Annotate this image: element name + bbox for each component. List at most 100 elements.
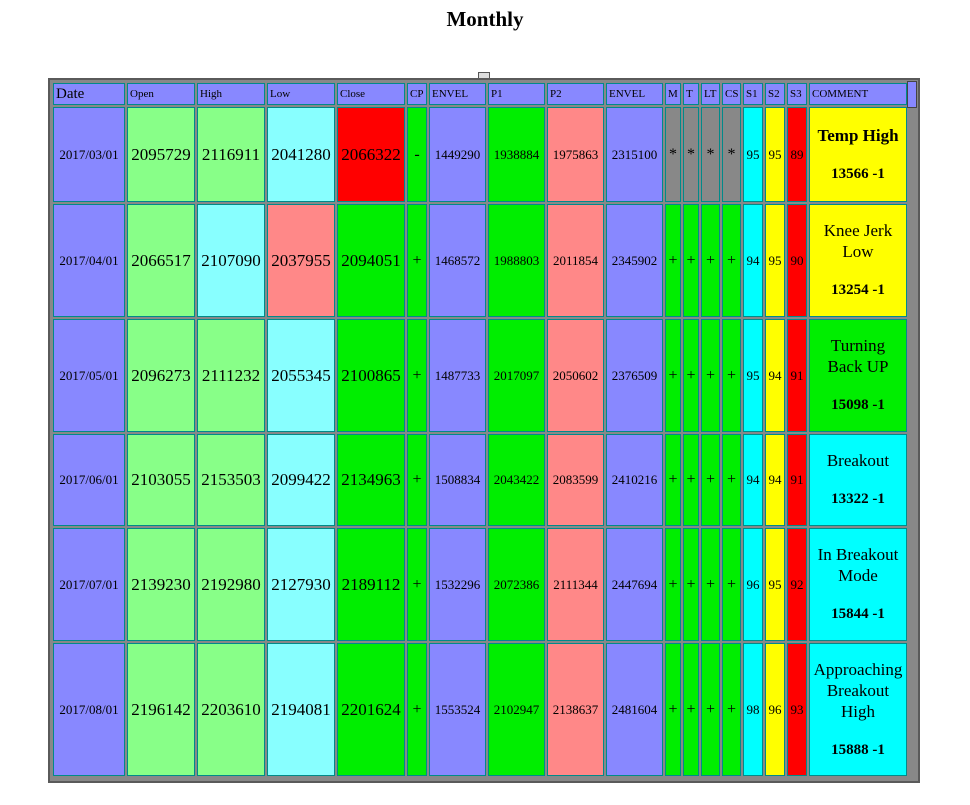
- cell-p2: 2111344: [547, 528, 604, 641]
- col-header-high[interactable]: High: [197, 83, 265, 105]
- cell-s2: 95: [765, 107, 785, 202]
- cell-s1: 96: [743, 528, 763, 641]
- cell-m: +: [665, 319, 681, 432]
- cell-p1: 1938884: [488, 107, 545, 202]
- comment-price: 15844 -1: [831, 606, 885, 622]
- table-row: 2017/08/01 2196142 2203610 2194081 2201624 +1…: [53, 643, 907, 776]
- cell-date: 2017/07/01: [53, 528, 125, 641]
- col-header-s3[interactable]: S3: [787, 83, 807, 105]
- col-header-close[interactable]: Close: [337, 83, 405, 105]
- cell-cs: +: [722, 643, 741, 776]
- cell-s1: 95: [743, 319, 763, 432]
- table-row: 2017/07/01 2139230 2192980 2127930 2189112 +1…: [53, 528, 907, 641]
- cell-close: 2066322: [337, 107, 405, 202]
- cell-s2: 95: [765, 204, 785, 317]
- cell-low: 2055345: [267, 319, 335, 432]
- cell-p1: 2102947: [488, 643, 545, 776]
- cell-date: 2017/04/01: [53, 204, 125, 317]
- cell-open: 2096273: [127, 319, 195, 432]
- col-header-m[interactable]: M: [665, 83, 681, 105]
- cell-open: 2095729: [127, 107, 195, 202]
- cell-envel-2: 2410216: [606, 434, 663, 526]
- cell-t: +: [683, 528, 699, 641]
- monthly-table-container: Date Open High Low Close CP ENVEL P1 P2 …: [48, 78, 920, 783]
- cell-envel: 1468572: [429, 204, 486, 317]
- cell-lt: +: [701, 643, 720, 776]
- comment-price: 15098 -1: [831, 397, 885, 413]
- col-header-s2[interactable]: S2: [765, 83, 785, 105]
- cell-envel: 1553524: [429, 643, 486, 776]
- cell-s3: 91: [787, 319, 807, 432]
- cell-lt: +: [701, 528, 720, 641]
- cell-s3: 93: [787, 643, 807, 776]
- cell-close: 2201624: [337, 643, 405, 776]
- cell-envel: 1487733: [429, 319, 486, 432]
- cell-p2: 1975863: [547, 107, 604, 202]
- cell-date: 2017/06/01: [53, 434, 125, 526]
- cell-high: 2107090: [197, 204, 265, 317]
- col-header-comment[interactable]: COMMENT: [809, 83, 907, 105]
- monthly-table: Date Open High Low Close CP ENVEL P1 P2 …: [51, 81, 909, 778]
- table-row: 2017/04/01 2066517 2107090 2037955 2094051 +1…: [53, 204, 907, 317]
- cell-close: 2100865: [337, 319, 405, 432]
- cell-comment: Knee Jerk Low 13254 -1: [809, 204, 907, 317]
- col-header-cp[interactable]: CP: [407, 83, 427, 105]
- cell-envel-2: 2315100: [606, 107, 663, 202]
- cell-date: 2017/03/01: [53, 107, 125, 202]
- cell-close: 2134963: [337, 434, 405, 526]
- col-header-t[interactable]: T: [683, 83, 699, 105]
- cell-s3: 92: [787, 528, 807, 641]
- cell-open: 2103055: [127, 434, 195, 526]
- cell-open: 2196142: [127, 643, 195, 776]
- cell-t: *: [683, 107, 699, 202]
- col-header-low[interactable]: Low: [267, 83, 335, 105]
- cell-t: +: [683, 643, 699, 776]
- cell-envel: 1532296: [429, 528, 486, 641]
- col-header-envel[interactable]: ENVEL: [429, 83, 486, 105]
- cell-m: +: [665, 204, 681, 317]
- cell-p2: 2011854: [547, 204, 604, 317]
- table-row: 2017/03/01 2095729 2116911 2041280 2066322-1…: [53, 107, 907, 202]
- header-row: Date Open High Low Close CP ENVEL P1 P2 …: [53, 83, 907, 105]
- cell-low: 2099422: [267, 434, 335, 526]
- table-row: 2017/05/01 2096273 2111232 2055345 2100865 +1…: [53, 319, 907, 432]
- cell-envel-2: 2447694: [606, 528, 663, 641]
- comment-text: Knee Jerk Low: [823, 221, 893, 261]
- comment-text: Approaching Breakout High: [813, 659, 903, 721]
- cell-t: +: [683, 204, 699, 317]
- vertical-scrollbar[interactable]: [907, 81, 917, 108]
- cell-p1: 2072386: [488, 528, 545, 641]
- cell-cp: +: [407, 643, 427, 776]
- cell-comment: Breakout 13322 -1: [809, 434, 907, 526]
- cell-date: 2017/08/01: [53, 643, 125, 776]
- cell-comment: Turning Back UP 15098 -1: [809, 319, 907, 432]
- cell-low: 2127930: [267, 528, 335, 641]
- col-header-s1[interactable]: S1: [743, 83, 763, 105]
- cell-s2: 94: [765, 319, 785, 432]
- cell-cp: +: [407, 319, 427, 432]
- col-header-date[interactable]: Date: [53, 83, 125, 105]
- cell-m: *: [665, 107, 681, 202]
- cell-s1: 94: [743, 204, 763, 317]
- comment-price: 13322 -1: [831, 491, 885, 507]
- cell-s1: 98: [743, 643, 763, 776]
- cell-cp: +: [407, 434, 427, 526]
- col-header-lt[interactable]: LT: [701, 83, 720, 105]
- comment-price: 13566 -1: [831, 165, 885, 182]
- cell-high: 2203610: [197, 643, 265, 776]
- table-row: 2017/06/01 2103055 2153503 2099422 2134963 +1…: [53, 434, 907, 526]
- cell-envel: 1508834: [429, 434, 486, 526]
- col-header-p2[interactable]: P2: [547, 83, 604, 105]
- col-header-open[interactable]: Open: [127, 83, 195, 105]
- cell-p1: 2017097: [488, 319, 545, 432]
- cell-low: 2037955: [267, 204, 335, 317]
- comment-price: 15888 -1: [831, 741, 885, 758]
- col-header-p1[interactable]: P1: [488, 83, 545, 105]
- cell-low: 2041280: [267, 107, 335, 202]
- col-header-envel-2[interactable]: ENVEL: [606, 83, 663, 105]
- cell-lt: +: [701, 319, 720, 432]
- col-header-cs[interactable]: CS: [722, 83, 741, 105]
- cell-lt: +: [701, 204, 720, 317]
- cell-high: 2111232: [197, 319, 265, 432]
- cell-s3: 89: [787, 107, 807, 202]
